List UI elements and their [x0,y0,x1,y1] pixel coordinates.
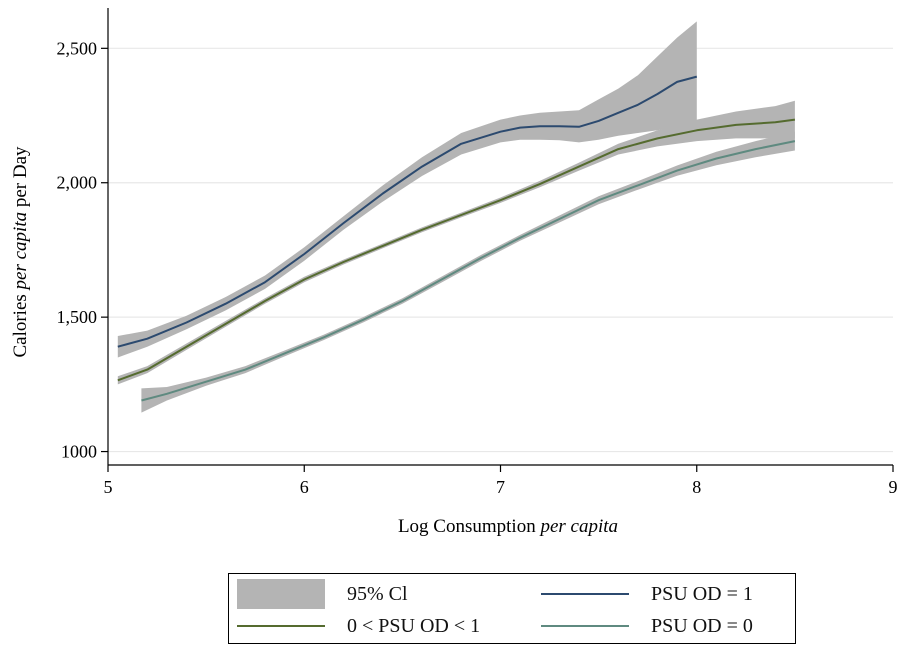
y-tick-label: 2,000 [57,173,98,193]
legend-item-ci: 95% Cl [237,579,408,609]
calories-consumption-chart: 1000 1,500 2,000 2,500 5 6 7 8 9 Log Consumptio… [10,8,898,537]
ci-band-series-2 [141,131,795,413]
x-tick-label: 5 [104,477,113,497]
y-tick-label: 1000 [61,442,97,462]
x-axis-label: Log Consumption per capita [398,516,618,537]
x-tick-label: 7 [496,477,505,497]
axes [107,8,893,466]
legend-item-psu-mid: 0 < PSU OD < 1 [237,611,480,641]
ci-band-series-1 [117,100,795,385]
x-tick-label: 9 [889,477,898,497]
legend-item-psu0: PSU OD = 0 [541,611,753,641]
legend-swatch-ci [237,579,325,609]
legend-swatch-psu-mid [237,625,325,627]
legend-label-psu1: PSU OD = 1 [651,582,753,605]
y-tick-label: 2,500 [57,38,98,58]
series-lines [117,75,796,402]
legend-label-psu-mid: 0 < PSU OD < 1 [347,614,481,637]
legend: 95% Cl PSU OD = 1 0 < PSU OD < 1 PSU OD … [228,573,796,644]
legend-swatch-psu0 [541,625,629,627]
legend-item-psu1: PSU OD = 1 [541,579,753,609]
legend-label-ci: 95% Cl [347,582,408,605]
y-tick-label: 1,500 [57,307,98,327]
legend-swatch-psu1 [541,593,629,595]
x-ticks: 5 6 7 8 9 [104,465,898,497]
y-axis-label: Calories per capita per Day [10,146,31,358]
series-line-1 [117,118,796,382]
x-tick-label: 6 [300,477,309,497]
y-ticks: 1000 1,500 2,000 2,500 [57,38,108,462]
legend-label-psu0: PSU OD = 0 [651,614,753,637]
x-tick-label: 8 [692,477,701,497]
confidence-bands [117,21,795,413]
series-line-0 [117,75,698,348]
ci-band-series-0 [117,21,697,358]
series-line-2 [141,140,796,402]
